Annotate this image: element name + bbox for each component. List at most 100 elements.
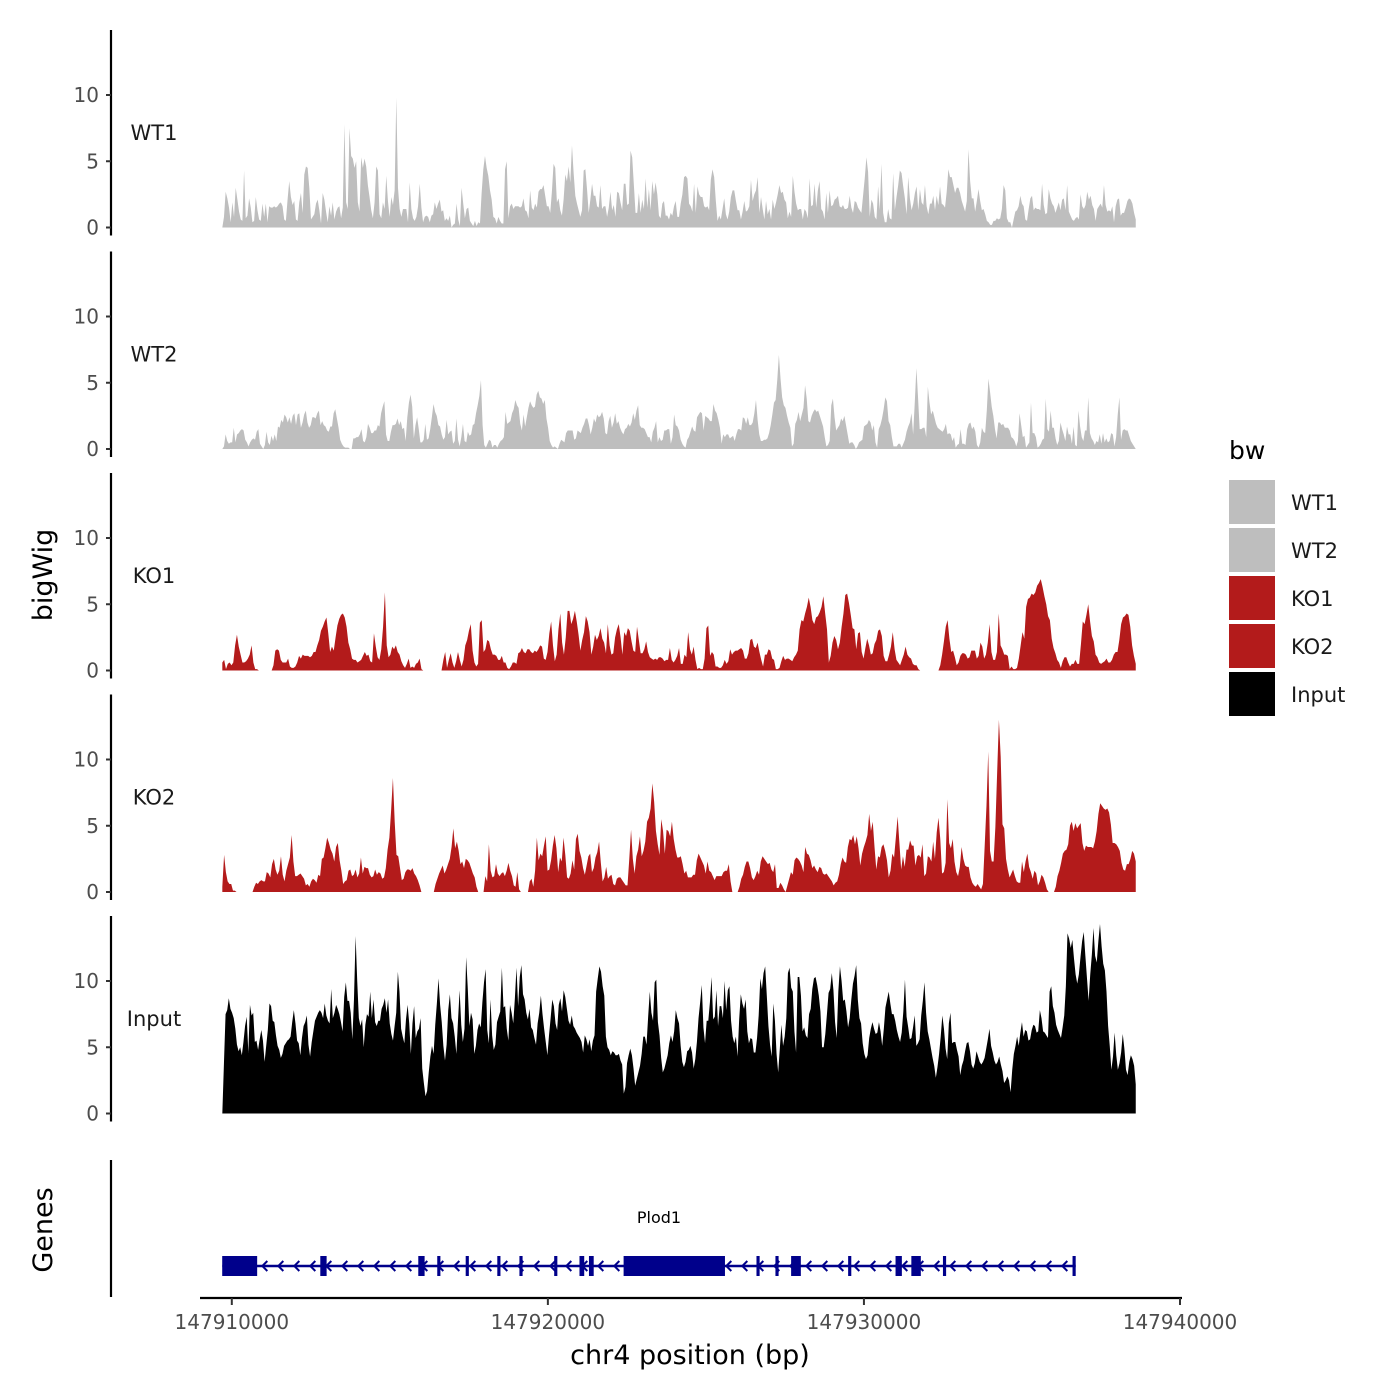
y-tick-label: 5 (86, 592, 99, 616)
strand-arrow (868, 1260, 877, 1272)
legend-swatch-wt2 (1229, 528, 1275, 572)
y-tick-label: 0 (86, 659, 99, 683)
genes-panel: Plod1 (109, 1160, 1076, 1297)
gene-exon (911, 1256, 921, 1276)
strand-arrow (452, 1260, 461, 1272)
gene-cds (222, 1256, 258, 1276)
panel-label-wt1: WT1 (131, 121, 178, 145)
y-tick-label: 10 (74, 748, 99, 772)
strand-arrow (724, 1260, 733, 1272)
legend-label-ko1: KO1 (1291, 587, 1334, 611)
legend-label-input: Input (1291, 683, 1345, 707)
signal-area-input (222, 924, 1136, 1114)
panel-label-ko2: KO2 (133, 786, 176, 810)
gene-exon (588, 1256, 594, 1276)
panel-label-wt2: WT2 (131, 343, 178, 367)
gene-exon (320, 1256, 327, 1276)
y-tick-label: 5 (86, 371, 99, 395)
strand-arrow (548, 1260, 557, 1272)
strand-arrow (884, 1260, 893, 1272)
legend-label-ko2: KO2 (1291, 635, 1334, 659)
strand-arrow (612, 1260, 621, 1272)
strand-arrow (1012, 1260, 1021, 1272)
strand-arrow (1044, 1260, 1053, 1272)
strand-arrow (484, 1260, 493, 1272)
y-tick-label: 10 (74, 305, 99, 329)
strand-arrow (308, 1260, 317, 1272)
panel-ko1: 0 5 10 KO1 (74, 473, 1136, 683)
gene-exon (942, 1256, 947, 1276)
y-tick-label: 0 (86, 880, 99, 904)
strand-arrow (500, 1260, 509, 1272)
legend-swatch-ko1 (1229, 576, 1275, 620)
genes-axis-title: Genes (28, 1187, 59, 1272)
gene-exon (579, 1256, 585, 1276)
strand-arrow (996, 1260, 1005, 1272)
y-tick-label: 0 (86, 1102, 99, 1126)
gene-exon (554, 1256, 558, 1276)
strand-arrow (820, 1260, 829, 1272)
strand-arrow (340, 1260, 349, 1272)
strand-arrow (276, 1260, 285, 1272)
gene-exon (465, 1256, 469, 1276)
x-tick-label: 147910000 (175, 1310, 290, 1334)
strand-arrow (948, 1260, 957, 1272)
signal-area-ko1 (222, 579, 1136, 671)
y-tick-label: 0 (86, 437, 99, 461)
strand-arrow (564, 1260, 573, 1272)
gene-exon (775, 1256, 779, 1276)
strand-arrow (964, 1260, 973, 1272)
strand-arrow (468, 1260, 477, 1272)
signal-area-wt1 (222, 97, 1136, 228)
gene-exon (497, 1256, 501, 1276)
y-tick-label: 5 (86, 149, 99, 173)
signal-area-ko2 (222, 719, 1136, 892)
legend: bw WT1 WT2 KO1 KO2 Input (1229, 436, 1345, 716)
legend-label-wt2: WT2 (1291, 539, 1338, 563)
gene-exon (895, 1256, 902, 1276)
gene-exon (437, 1256, 441, 1276)
strand-arrow (900, 1260, 909, 1272)
strand-arrow (932, 1260, 941, 1272)
strand-arrow (388, 1260, 397, 1272)
gene-exon (756, 1256, 760, 1276)
strand-arrow (356, 1260, 365, 1272)
gene-cds (791, 1256, 801, 1276)
gene-exon (1072, 1256, 1076, 1276)
gene-exon (848, 1256, 852, 1276)
gene-cds (623, 1256, 725, 1276)
legend-swatch-wt1 (1229, 480, 1275, 524)
strand-arrow (292, 1260, 301, 1272)
x-axis: 147910000 147920000 147930000 147940000 (175, 1296, 1238, 1334)
strand-arrow (1028, 1260, 1037, 1272)
legend-label-wt1: WT1 (1291, 491, 1338, 515)
track-panels: 0 5 10 WT1 0 5 10 WT2 0 5 10 KO1 0 5 10 KO2 0 5 10 Input (74, 30, 1136, 1126)
strand-arrow (404, 1260, 413, 1272)
x-tick-label: 147920000 (491, 1310, 606, 1334)
strand-arrow (836, 1260, 845, 1272)
y-tick-label: 5 (86, 1035, 99, 1059)
strand-arrow (596, 1260, 605, 1272)
x-axis-title: chr4 position (bp) (570, 1340, 810, 1371)
signal-area-wt2 (222, 354, 1136, 449)
panel-label-ko1: KO1 (133, 564, 176, 588)
y-tick-label: 10 (74, 526, 99, 550)
gene-label: Plod1 (637, 1208, 681, 1227)
panel-label-input: Input (127, 1007, 181, 1031)
strand-arrow (372, 1260, 381, 1272)
x-tick-label: 147940000 (1123, 1310, 1238, 1334)
legend-swatch-ko2 (1229, 624, 1275, 668)
legend-swatch-input (1229, 672, 1275, 716)
strand-arrow (740, 1260, 749, 1272)
strand-arrow (852, 1260, 861, 1272)
y-axis-title: bigWig (28, 529, 59, 622)
gene-exon (418, 1256, 425, 1276)
strand-arrow (804, 1260, 813, 1272)
strand-arrow (980, 1260, 989, 1272)
y-tick-label: 10 (74, 83, 99, 107)
strand-arrow (532, 1260, 541, 1272)
gene-exon (519, 1256, 523, 1276)
x-tick-label: 147930000 (807, 1310, 922, 1334)
panel-ko2: 0 5 10 KO2 (74, 694, 1136, 904)
